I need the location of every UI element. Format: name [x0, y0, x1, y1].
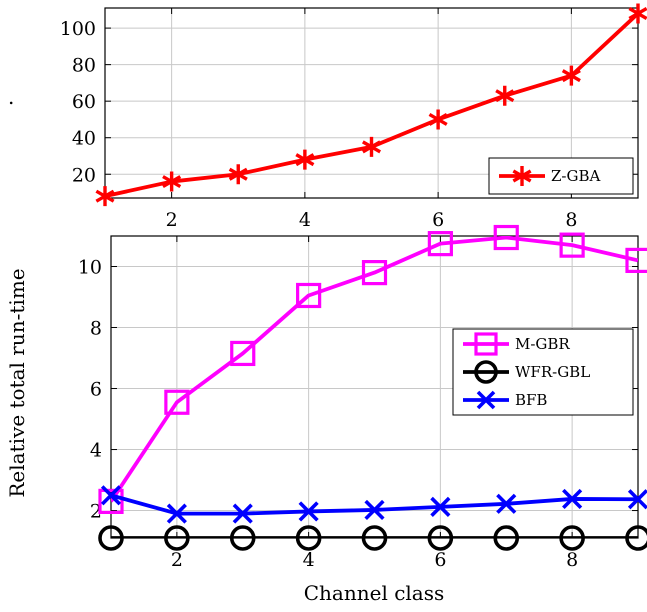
legend-marker-M-GBR	[474, 332, 498, 356]
data-point-M-GBR	[164, 389, 190, 415]
stray-dot: .	[8, 85, 14, 109]
data-point-M-GBR	[230, 340, 256, 367]
data-point-Z-GBA	[495, 85, 515, 106]
chart-1-frame	[104, 7, 639, 199]
chart-2-markers-WFR-GBL	[98, 525, 647, 551]
data-point-Z-GBA	[95, 186, 115, 207]
legend-marker-WFR-GBL	[474, 360, 498, 384]
y-axis-label: Relative total run-time	[5, 268, 29, 497]
legend-marker-BFB	[476, 390, 496, 410]
data-point-M-GBR	[296, 282, 322, 309]
data-point-BFB	[627, 489, 647, 510]
data-point-M-GBR	[493, 224, 519, 251]
chart-1-y-tick-label: 80	[72, 55, 96, 77]
data-point-WFR-GBL	[427, 525, 454, 551]
chart-2-y-tick-label: 4	[90, 440, 102, 462]
legend-label-M-GBR: M-GBR	[515, 335, 570, 353]
data-point-Z-GBA	[428, 109, 448, 130]
chart-2-y-tick-label: 6	[90, 379, 102, 401]
chart-2-y-tick-label: 8	[90, 318, 102, 340]
data-point-WFR-GBL	[559, 525, 585, 551]
chart-2-markers-M-GBR	[98, 224, 647, 514]
legend-marker-Z-GBA	[512, 166, 532, 186]
chart-1-y-tick-label: 60	[72, 91, 96, 113]
chart-2-x-tick-label: 4	[303, 549, 315, 571]
data-point-BFB	[298, 501, 319, 522]
series-line-M-GBR	[111, 236, 638, 503]
data-point-WFR-GBL	[361, 525, 388, 551]
data-point-WFR-GBL	[164, 525, 190, 551]
data-point-BFB	[430, 496, 451, 517]
chart-2-series-M-GBR	[111, 236, 638, 503]
data-point-M-GBR	[559, 232, 585, 258]
data-point-WFR-GBL	[625, 525, 647, 551]
x-axis-label: Channel class	[304, 581, 445, 605]
data-point-WFR-GBL	[98, 525, 124, 551]
chart-1-x-tick-label: 8	[565, 209, 577, 231]
chart-2-x-tick-label: 2	[171, 549, 183, 571]
chart-1-x-tick-label: 2	[166, 209, 178, 231]
data-point-M-GBR	[625, 247, 647, 274]
chart-2-x-tick-label: 8	[566, 549, 578, 571]
data-point-BFB	[166, 503, 187, 524]
data-point-M-GBR	[361, 260, 388, 286]
data-point-BFB	[364, 499, 385, 521]
chart-1: 2 4 6 8 20 40 60 80 100 Z-GBA	[60, 3, 647, 231]
data-point-BFB	[100, 485, 122, 506]
chart-1-x-tick-label: 6	[432, 209, 444, 231]
chart-1-y-tick-label: 40	[72, 128, 96, 150]
chart-2-x-tick-label: 6	[434, 549, 446, 571]
data-point-WFR-GBL	[493, 525, 520, 551]
data-point-Z-GBA	[361, 136, 382, 157]
legend-label-Z-GBA: Z-GBA	[551, 167, 600, 185]
data-point-M-GBR	[427, 231, 453, 257]
data-point-Z-GBA	[295, 149, 315, 170]
data-point-BFB	[496, 493, 517, 514]
data-point-BFB	[562, 488, 583, 510]
data-point-Z-GBA	[162, 171, 182, 192]
legend-label-WFR-GBL: WFR-GBL	[515, 363, 590, 381]
legend-label-BFB: BFB	[515, 391, 547, 409]
data-point-Z-GBA	[628, 3, 647, 24]
data-point-M-GBR	[98, 488, 124, 514]
chart-1-x-tick-label: 4	[299, 209, 311, 231]
data-point-Z-GBA	[561, 65, 581, 86]
data-point-WFR-GBL	[295, 525, 322, 551]
chart-1-markers-Z-GBA	[95, 3, 647, 207]
chart-2-markers-BFB	[100, 485, 647, 524]
chart-1-y-tick-label: 20	[72, 164, 96, 186]
data-point-WFR-GBL	[229, 525, 256, 551]
data-point-BFB	[232, 503, 253, 524]
data-point-Z-GBA	[228, 164, 248, 185]
chart-1-y-tick-label: 100	[60, 18, 96, 40]
chart-2-y-tick-label: 10	[78, 257, 102, 279]
